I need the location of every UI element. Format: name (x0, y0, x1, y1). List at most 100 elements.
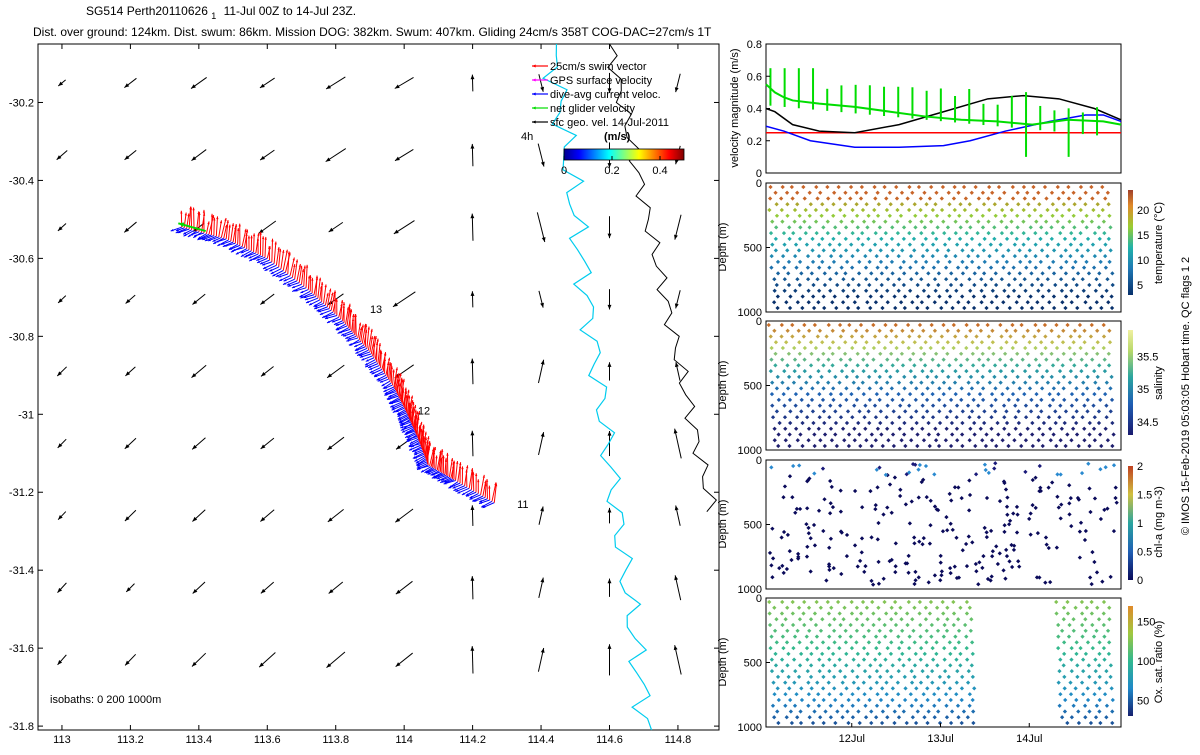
profile-point (929, 369, 933, 373)
profile-point (1102, 623, 1106, 627)
profile-point (791, 464, 795, 468)
profile-point (1021, 357, 1025, 361)
profile-point (952, 623, 956, 627)
profile-point (1104, 427, 1108, 431)
profile-point (1034, 242, 1038, 246)
profile-point (856, 421, 860, 425)
swim-arrow-head (435, 455, 437, 458)
profile-point (1094, 277, 1098, 281)
sfc-vel-arrow (674, 575, 680, 600)
profile-point (934, 652, 938, 656)
profile-point (793, 369, 797, 373)
profile-point (985, 530, 989, 534)
profile-point (893, 306, 897, 310)
profile-point (971, 352, 975, 356)
colorbar-tick-label: 35 (1137, 384, 1149, 396)
profile-point (886, 646, 890, 650)
profile-point (780, 208, 784, 212)
sfc-vel-arrow (539, 432, 545, 455)
sfc-vel-arrow (608, 644, 612, 675)
profile-point (1067, 219, 1071, 223)
profile-point (848, 357, 852, 361)
profile-point (791, 231, 795, 235)
profile-point (911, 352, 915, 356)
profile-point (1013, 277, 1017, 281)
profile-point (891, 663, 895, 667)
profile-point (991, 289, 995, 293)
profile-point (1105, 277, 1109, 281)
map-y-tick-label: -30.4 (9, 175, 34, 187)
profile-point (833, 294, 837, 298)
profile-point (807, 427, 811, 431)
profile-point (1097, 709, 1101, 713)
profile-point (1056, 392, 1060, 396)
swim-arrow-head (316, 276, 318, 279)
profile-point (930, 392, 934, 396)
profile-point (1063, 306, 1067, 310)
profile-point (1084, 352, 1088, 356)
profile-point (796, 363, 800, 367)
date-tick-label: 12Jul (839, 733, 865, 745)
profile-point (1078, 323, 1082, 327)
profile-point (1098, 237, 1102, 241)
profile-point (861, 369, 865, 373)
profile-point (793, 669, 797, 673)
profile-point (948, 260, 952, 264)
profile-point (780, 623, 784, 627)
profile-point (1108, 340, 1112, 344)
profile-point (1065, 323, 1069, 327)
profile-point (919, 196, 923, 200)
sfc-vel-arrow (396, 581, 413, 594)
profile-point (970, 640, 974, 644)
profile-point (1047, 415, 1051, 419)
profile-point (781, 495, 785, 499)
profile-point (990, 392, 994, 396)
swim-arrow-head (192, 207, 194, 210)
profile-point (878, 375, 882, 379)
profile-point (1005, 505, 1009, 509)
profile-point (1114, 485, 1118, 489)
profile-point (939, 560, 943, 564)
profile-point (860, 334, 864, 338)
profile-point (885, 380, 889, 384)
profile-point (816, 334, 820, 338)
profile-point (1111, 283, 1115, 287)
profile-point (862, 634, 866, 638)
profile-point (1093, 657, 1097, 661)
swim-arrow-head (321, 282, 323, 285)
profile-point (933, 202, 937, 206)
colorbar-tick-label: 50 (1137, 695, 1149, 707)
profile-point (1093, 254, 1097, 258)
profile-point (831, 398, 835, 402)
swim-arrow-shaft (455, 461, 457, 480)
profile-point (1037, 427, 1041, 431)
profile-point (889, 329, 893, 333)
profile-point (884, 334, 888, 338)
profile-point (882, 600, 886, 604)
profile-point (967, 704, 971, 708)
profile-point (1036, 289, 1040, 293)
profile-point (769, 563, 773, 567)
legend-marker-head (532, 92, 536, 95)
profile-point (818, 715, 822, 719)
profile-point (885, 242, 889, 246)
profile-point (960, 698, 964, 702)
profile-point (1111, 698, 1115, 702)
profile-point (1097, 225, 1101, 229)
profile-point (832, 686, 836, 690)
profile-point (970, 191, 974, 195)
sfc-vel-arrow-head (259, 229, 264, 233)
profile-point (782, 392, 786, 396)
profile-point (1084, 652, 1088, 656)
profile-point (998, 323, 1002, 327)
profile-point (927, 432, 931, 436)
profile-point (912, 541, 916, 545)
profile-point (935, 606, 939, 610)
profile-point (1012, 438, 1016, 442)
profile-point (872, 208, 876, 212)
profile-point (805, 415, 809, 419)
profile-point (1015, 530, 1019, 534)
profile-point (817, 427, 821, 431)
profile-point (1064, 283, 1068, 287)
